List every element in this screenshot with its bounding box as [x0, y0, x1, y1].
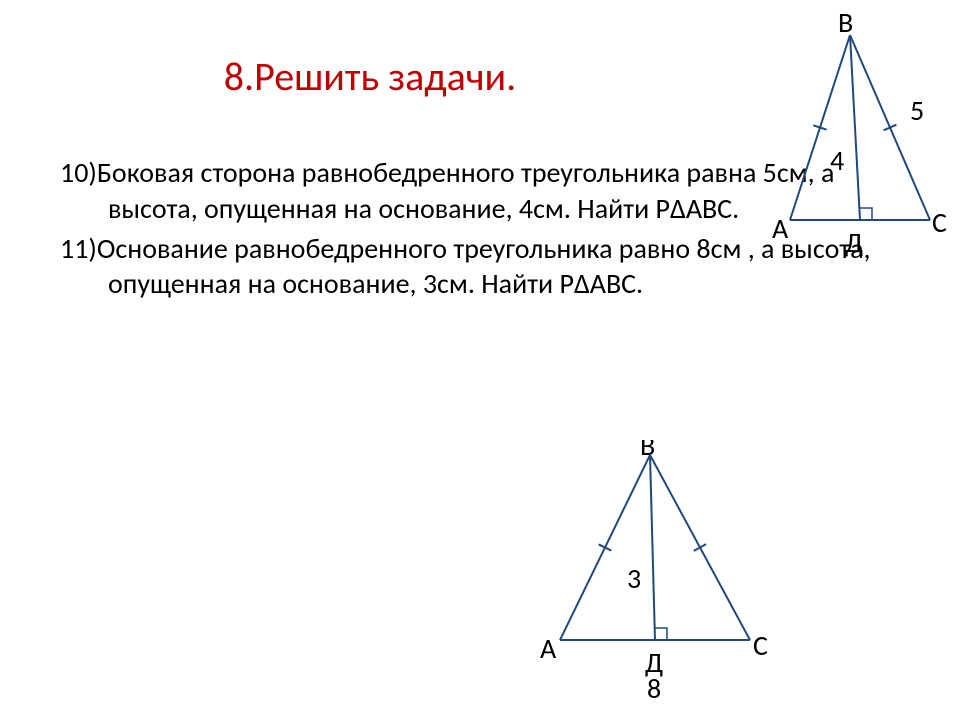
problem-10: 10)Боковая сторона равнобедренного треуг… — [60, 155, 880, 227]
svg-text:В: В — [640, 440, 655, 463]
svg-text:8: 8 — [647, 671, 661, 700]
svg-text:Д: Д — [845, 225, 863, 260]
svg-text:5: 5 — [910, 93, 924, 128]
svg-text:4: 4 — [830, 143, 844, 178]
svg-text:В: В — [838, 10, 853, 40]
problem-11: 11)Основание равнобедренного треугольник… — [60, 231, 880, 303]
slide-title: 8.Решить задачи. — [0, 52, 740, 101]
svg-text:А: А — [772, 211, 789, 246]
figure-1: А В С Д 4 5 — [770, 10, 960, 260]
slide: 8.Решить задачи. 10)Боковая сторона равн… — [0, 0, 960, 720]
svg-text:С: С — [932, 205, 947, 240]
body-text: 10)Боковая сторона равнобедренного треуг… — [60, 155, 880, 306]
svg-text:А: А — [540, 631, 557, 666]
figure-2: АВСД38 — [535, 440, 775, 700]
svg-text:3: 3 — [627, 561, 641, 596]
svg-text:С: С — [753, 628, 768, 663]
